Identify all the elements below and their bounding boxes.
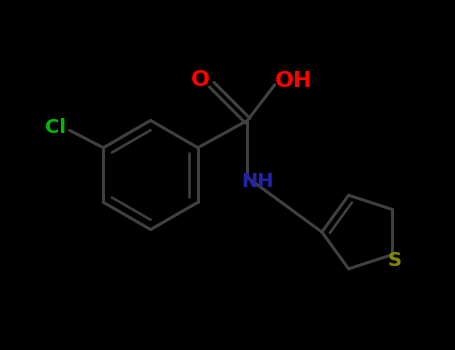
Text: O: O — [192, 70, 210, 90]
Text: Cl: Cl — [45, 118, 66, 137]
Text: S: S — [387, 251, 401, 270]
Text: OH: OH — [275, 71, 312, 91]
Text: NH: NH — [241, 172, 273, 191]
